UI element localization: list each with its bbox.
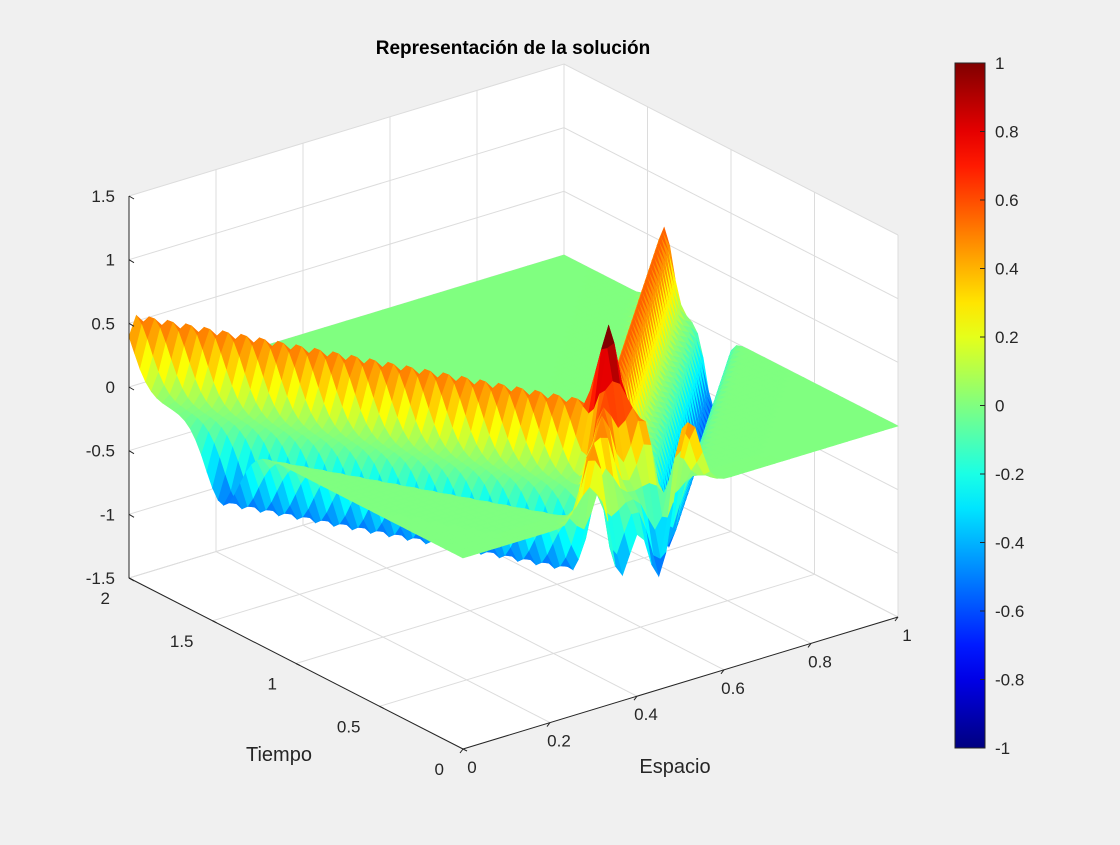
x-tick-mark (720, 669, 725, 675)
z-tick-mark (128, 577, 135, 582)
y-tick-label: 1 (268, 675, 277, 694)
z-tick-mark (128, 322, 135, 327)
z-tick-label: 1 (106, 251, 115, 270)
x-tick-mark (807, 643, 812, 648)
y-tick-label: 0.5 (337, 717, 361, 736)
colorbar: 1 0.8 0.6 0.4 0.2 0 -0.2 -0.4 -0.6 -0.8 -1 (954, 54, 1024, 758)
colorbar-tick-label: 0.6 (995, 191, 1019, 210)
z-tick-mark (128, 195, 135, 200)
colorbar-tick-label: -0.8 (995, 671, 1024, 690)
x-tick-mark (459, 748, 464, 754)
y-tick-mark (462, 748, 468, 752)
y-tick-label: 1.5 (170, 632, 194, 651)
y-tick-label: 2 (101, 589, 110, 608)
colorbar-tick-label: 0.8 (995, 123, 1019, 142)
x-tick-mark (546, 722, 551, 727)
z-tick-mark (128, 450, 135, 455)
colorbar-tick-label: 1 (995, 54, 1004, 73)
z-tick-mark (128, 386, 135, 391)
surface-patch (456, 552, 472, 559)
x-tick-label: 0 (467, 758, 476, 777)
grid-line-z (128, 127, 899, 300)
y-tick-label: 0 (435, 760, 444, 779)
z-tick-label: 0 (106, 378, 115, 397)
z-tick-mark (128, 513, 135, 518)
x-tick-label: 0.4 (634, 705, 658, 724)
x-tick-label: 0.8 (808, 652, 832, 671)
colorbar-tick-label: -0.2 (995, 465, 1024, 484)
axes-frame (128, 195, 899, 754)
z-tick-mark (128, 259, 135, 264)
surface-plot (128, 226, 899, 578)
z-tick-label: 0.5 (91, 314, 115, 333)
colorbar-tick-label: 0 (995, 397, 1004, 416)
z-tick-label: -1 (100, 505, 115, 524)
x-axis-label: Espacio (639, 756, 710, 778)
tick-labels: 0 0.2 0.4 0.6 0.8 1 0 0.5 1 1.5 2-1.5 -1 -0.5 0 0.5 1 1.… (86, 187, 912, 779)
colorbar-tick-label: 0.4 (995, 260, 1019, 279)
z-tick-label: -0.5 (86, 442, 115, 461)
z-tick-label: -1.5 (86, 569, 115, 588)
y-tick-mark (379, 705, 384, 709)
x-tick-mark (633, 695, 638, 701)
grid-line-z (128, 63, 899, 236)
chart-title: Representación de la solución (376, 38, 651, 59)
x-axis-line (462, 616, 899, 750)
colorbar-tick-label: -0.4 (995, 534, 1024, 553)
x-tick-mark (894, 616, 899, 622)
y-tick-mark (295, 663, 301, 666)
x-tick-label: 0.2 (547, 732, 571, 751)
x-tick-label: 1 (902, 626, 911, 645)
colorbar-tick-label: 0.2 (995, 328, 1019, 347)
grid-line-z (128, 190, 899, 363)
y-axis-label: Tiempo (246, 744, 312, 766)
z-tick-label: 1.5 (91, 187, 115, 206)
colorbar-tick-label: -0.6 (995, 602, 1024, 621)
y-tick-mark (212, 620, 217, 624)
x-tick-label: 0.6 (721, 679, 745, 698)
colorbar-tick-label: -1 (995, 739, 1010, 758)
